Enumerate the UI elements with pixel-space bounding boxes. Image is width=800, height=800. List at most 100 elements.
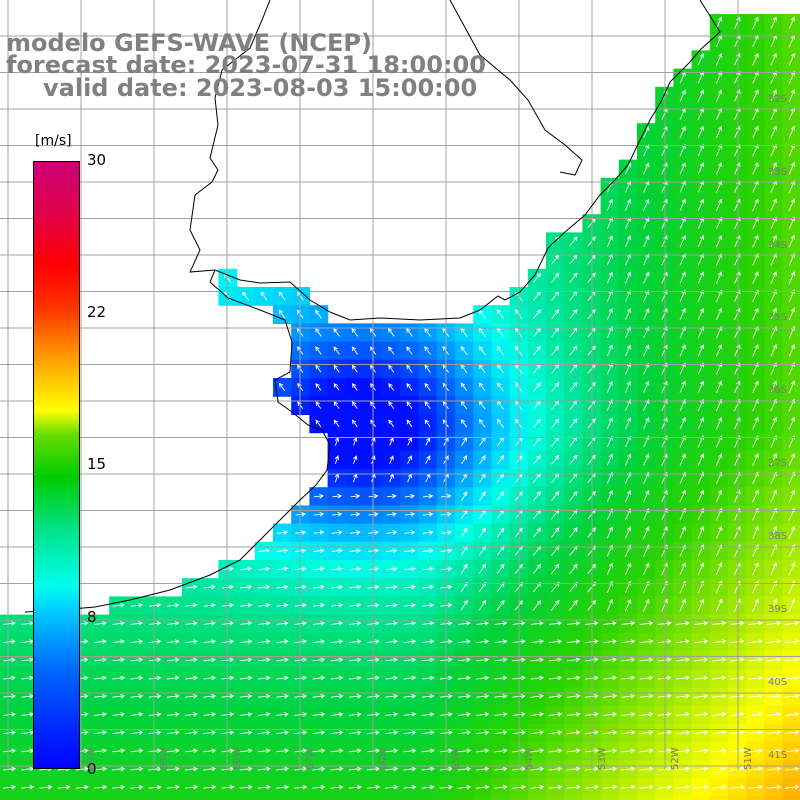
wind-arrow	[639, 730, 654, 735]
wind-arrow	[278, 382, 286, 391]
wind-arrow	[403, 675, 417, 681]
wind-speed-cell	[236, 796, 256, 800]
wind-arrow	[276, 748, 290, 754]
wind-arrow	[603, 711, 618, 717]
wind-arrow	[476, 621, 490, 626]
wind-arrow	[712, 675, 727, 681]
wind-arrow	[675, 620, 690, 626]
wind-arrow	[349, 566, 362, 572]
wind-arrow	[675, 693, 691, 699]
wind-arrow	[239, 730, 253, 735]
wind-arrow	[315, 309, 322, 319]
wind-arrow	[424, 401, 431, 409]
wind-arrow	[621, 748, 636, 753]
wind-arrow	[679, 380, 686, 393]
wind-arrow	[625, 417, 632, 430]
wind-arrow	[148, 657, 162, 663]
wind-speed-cell	[345, 796, 365, 800]
lon-label: 53W	[597, 747, 608, 770]
wind-arrow	[460, 345, 468, 355]
wind-arrow	[788, 562, 796, 576]
wind-arrow	[548, 675, 563, 681]
wind-arrow	[788, 125, 796, 139]
wind-arrow	[457, 784, 472, 790]
wind-arrow	[258, 621, 271, 626]
wind-arrow	[625, 235, 632, 248]
wind-arrow	[770, 380, 777, 394]
wind-arrow	[239, 602, 253, 608]
wind-arrow	[548, 639, 563, 644]
wind-arrow	[784, 639, 800, 644]
wind-arrow	[784, 730, 800, 735]
wind-arrow	[276, 657, 289, 663]
wind-arrow	[679, 271, 686, 284]
wind-arrow	[130, 602, 144, 608]
wind-arrow	[533, 272, 541, 283]
wind-arrow	[530, 730, 545, 735]
wind-arrow	[643, 344, 650, 357]
wind-arrow	[766, 711, 782, 717]
wind-arrow	[752, 525, 759, 539]
wind-arrow	[566, 730, 581, 735]
wind-arrow	[715, 598, 723, 612]
wind-arrow	[606, 235, 613, 248]
wind-arrow	[404, 530, 416, 535]
wind-arrow	[457, 766, 472, 772]
wind-arrow	[457, 712, 472, 717]
wind-arrow	[657, 675, 672, 681]
wind-arrow	[494, 748, 508, 754]
wind-arrow	[350, 512, 361, 517]
wind-arrow	[625, 362, 632, 375]
wind-arrow	[752, 143, 759, 157]
wind-arrow	[657, 748, 673, 753]
wind-arrow	[606, 344, 613, 357]
wind-arrow	[657, 784, 673, 790]
wind-arrow	[784, 693, 800, 699]
wind-arrow	[712, 620, 727, 626]
wind-arrow	[403, 621, 417, 626]
wind-arrow	[185, 639, 198, 644]
wind-arrow	[386, 530, 398, 535]
wind-arrow	[21, 784, 35, 790]
wind-arrow	[421, 784, 435, 790]
wind-arrow	[770, 216, 777, 230]
wind-arrow	[349, 530, 361, 535]
wind-speed-cell	[145, 796, 165, 800]
wind-arrow	[606, 362, 613, 375]
wind-arrow	[530, 657, 545, 663]
wind-arrow	[752, 16, 759, 30]
wind-arrow	[403, 693, 417, 699]
wind-speed-cell	[691, 796, 711, 800]
wind-arrow	[715, 525, 723, 539]
wind-arrow	[385, 621, 398, 626]
wind-arrow	[461, 491, 468, 501]
wind-arrow	[697, 307, 704, 321]
wind-arrow	[715, 143, 723, 157]
wind-arrow	[639, 748, 654, 753]
wind-arrow	[643, 216, 650, 229]
wind-arrow	[752, 271, 759, 284]
wind-arrow	[257, 766, 271, 772]
wind-arrow	[424, 364, 431, 373]
wind-arrow	[458, 639, 471, 644]
wind-arrow	[57, 784, 71, 790]
wind-arrow	[697, 253, 704, 266]
wind-arrow	[643, 125, 650, 138]
wind-arrow	[351, 401, 358, 409]
wind-arrow	[643, 598, 650, 612]
wind-arrow	[715, 416, 723, 430]
lat-label: 33S	[768, 167, 788, 178]
wind-arrow	[406, 419, 413, 428]
wind-arrow	[752, 125, 759, 139]
wind-arrow	[167, 602, 180, 608]
wind-arrow	[625, 308, 632, 320]
wind-arrow	[3, 675, 16, 681]
wind-arrow	[697, 198, 704, 211]
wind-arrow	[494, 766, 508, 772]
wind-speed-cell	[491, 796, 511, 800]
wind-arrow	[388, 383, 395, 391]
wind-arrow	[770, 198, 777, 212]
wind-arrow	[530, 784, 545, 790]
wind-arrow	[351, 346, 358, 355]
lon-label: 52W	[670, 747, 681, 770]
